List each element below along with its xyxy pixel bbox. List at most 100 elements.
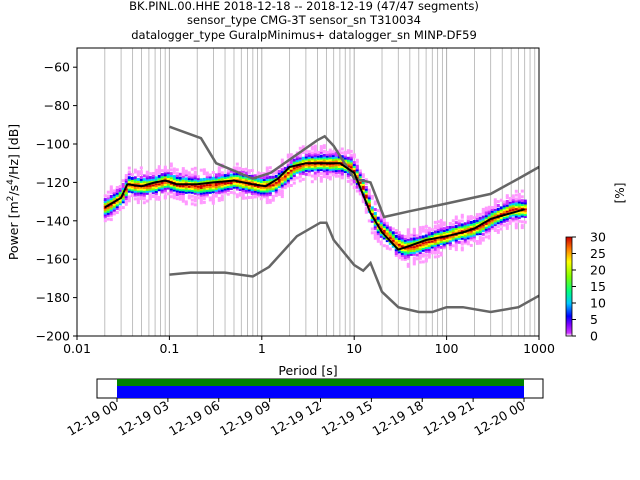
density-cell [502,217,506,221]
density-cell [139,191,143,195]
density-cell [454,217,458,221]
density-cell [499,216,503,219]
density-cell [271,185,275,189]
density-cell [292,166,296,170]
density-cell [349,178,353,182]
density-cell [421,229,425,233]
density-cell [241,175,245,179]
density-cell [379,223,383,227]
density-cell [490,219,494,223]
density-cell [493,229,497,232]
density-cell [295,168,299,172]
density-cell [334,169,338,172]
density-cell [436,231,440,235]
density-cell [133,197,137,201]
density-cell [331,159,335,163]
density-cell [265,166,269,170]
density-cell [151,175,155,179]
density-cell [397,250,401,254]
density-cell [382,219,386,223]
density-cell [268,187,272,191]
density-cell [127,182,131,185]
density-cell [202,193,206,197]
density-cell [373,217,377,221]
density-cell [421,235,425,239]
density-cell [139,187,143,191]
density-cell [388,226,392,230]
density-cell [436,239,440,243]
density-cell [205,194,209,198]
density-cell [181,172,185,176]
density-cell [319,172,323,175]
x-tick-label: 0.01 [63,341,91,356]
density-cell [367,204,371,207]
density-cell [412,252,416,256]
density-cell [397,237,401,240]
density-cell [319,156,323,160]
density-cell [235,162,239,166]
density-cell [448,245,452,248]
density-cell [115,203,119,207]
density-cell [466,225,470,228]
density-cell [247,180,251,184]
density-cell [205,188,209,192]
density-cell [427,253,431,257]
density-cell [316,154,320,158]
density-cell [142,180,146,184]
density-cell [217,175,221,179]
density-cell [247,171,251,175]
density-cell [205,186,209,190]
density-cell [430,239,434,243]
density-cell [238,178,242,182]
density-cell [361,181,365,184]
density-cell [376,237,380,241]
density-cell [376,220,380,224]
density-cell [136,193,140,197]
density-cell [349,153,353,157]
density-cell [508,208,512,212]
density-cell [466,221,470,225]
density-cell [193,191,197,195]
density-cell [214,188,218,192]
density-cell [118,198,122,202]
density-cell [379,234,383,238]
density-cell [106,190,110,194]
density-cell [247,190,251,194]
density-cell [391,235,395,239]
density-cell [121,200,125,204]
density-cell [508,200,512,204]
density-cell [148,172,152,176]
density-cell [307,157,311,161]
density-cell [280,183,284,187]
density-cell [421,260,425,264]
density-cell [373,200,377,204]
density-cell [457,233,461,237]
density-cell [487,209,491,213]
density-cell [253,195,257,199]
density-cell [415,240,419,243]
density-cell [454,244,458,248]
density-cell [202,200,206,204]
density-cell [268,189,272,193]
density-cell [382,230,386,234]
density-cell [286,182,290,186]
density-cell [226,188,230,192]
density-cell [427,244,431,248]
density-cell [304,172,308,176]
density-cell [397,244,401,248]
density-cell [523,213,527,217]
density-cell [217,183,221,187]
density-cell [379,217,383,221]
density-cell [178,192,182,195]
density-cell [163,171,167,175]
density-cell [169,177,173,181]
density-cell [211,196,215,199]
density-cell [412,229,416,233]
density-cell [286,165,290,169]
density-cell [385,231,389,235]
density-cell [124,174,128,177]
density-cell [280,179,284,183]
density-cell [142,182,146,185]
density-cell [427,234,431,238]
